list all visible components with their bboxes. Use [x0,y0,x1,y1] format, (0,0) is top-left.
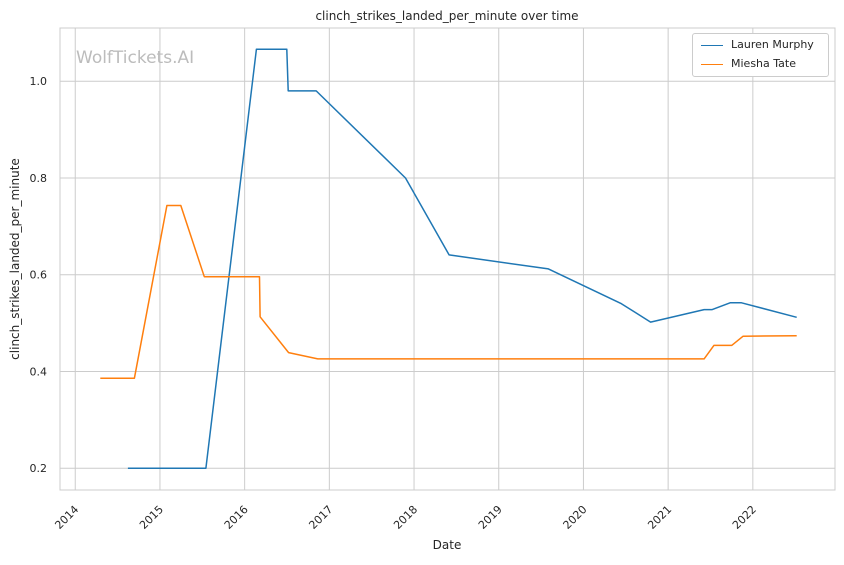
x-tick-label: 2015 [137,503,166,532]
y-tick-label: 0.8 [30,172,48,185]
legend-label-lauren-murphy: Lauren Murphy [731,38,814,51]
x-tick-label: 2014 [52,503,81,532]
x-tick-label: 2020 [561,503,590,532]
legend-item-lauren-murphy: Lauren Murphy [693,37,828,55]
y-tick-label: 1.0 [30,75,48,88]
legend-swatch-lauren-murphy [701,45,723,46]
x-tick-label: 2017 [306,503,335,532]
plot-frame [59,27,836,491]
y-tick-label: 0.6 [30,269,48,282]
legend-swatch-miesha-tate [701,64,723,65]
y-axis-label: clinch_strikes_landed_per_minute [8,158,22,360]
y-tick-label: 0.2 [30,462,48,475]
legend-label-miesha-tate: Miesha Tate [731,57,796,70]
series-line-lauren-murphy [127,48,797,469]
y-tick-label: 0.4 [30,365,48,378]
watermark-text: WolfTickets.AI [76,48,195,68]
x-tick-label: 2019 [476,503,505,532]
legend: Lauren Murphy Miesha Tate [692,33,829,77]
series-layer [100,48,797,469]
series-line-miesha-tate [100,204,797,379]
x-tick-label: 2021 [645,503,674,532]
x-tick-label: 2018 [391,503,420,532]
legend-item-miesha-tate: Miesha Tate [693,56,828,74]
x-tick-label: 2016 [222,503,251,532]
grid-layer [60,28,835,490]
chart-title: clinch_strikes_landed_per_minute over ti… [315,9,578,23]
tick-layer: 0.2 0.4 0.6 0.8 1.0 2014 2015 2016 2017 2018 2019 2… [30,75,759,532]
x-tick-label: 2022 [730,503,759,532]
x-axis-label: Date [433,538,462,552]
